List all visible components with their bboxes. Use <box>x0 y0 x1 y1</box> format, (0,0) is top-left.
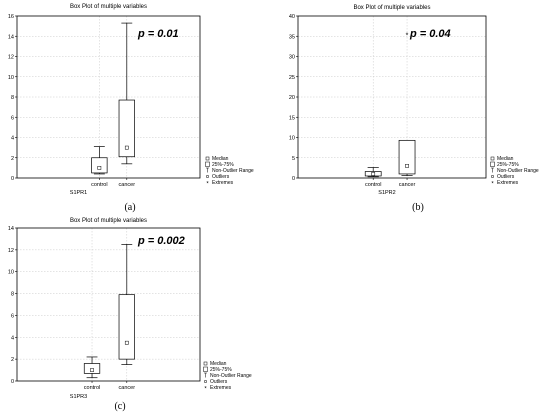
chart-panel-3: Box Plot of multiple variables 0 2 4 6 8 10 12 1… <box>8 218 252 412</box>
legend-median-label: Median <box>212 156 229 162</box>
box-iqr <box>118 99 135 158</box>
x-axis-label: S1PR1 <box>70 190 87 196</box>
median-marker <box>124 145 129 150</box>
y-tick-label: 0 <box>292 176 295 182</box>
legend-outliers-label: Outliers <box>497 174 515 180</box>
median-marker <box>124 340 129 345</box>
legend-outliers-label: Outliers <box>212 174 230 180</box>
y-tick-label: 10 <box>289 136 295 142</box>
y-tick-label: 25 <box>289 75 295 81</box>
y-tick-label: 8 <box>11 95 14 101</box>
chart-panel-1: Box Plot of multiple variables 0 2 4 6 8 10 12 1… <box>8 4 254 213</box>
y-tick-label: 14 <box>8 226 14 232</box>
legend-box-label: 25%-75% <box>212 162 234 168</box>
panel-caption: (b) <box>412 202 424 213</box>
legend-box-symbol <box>203 366 208 372</box>
x-tick-label: cancer <box>119 182 136 188</box>
median-marker <box>97 166 102 170</box>
x-axis-label: S1PR2 <box>378 190 395 196</box>
chart-title: Box Plot of multiple variables <box>70 4 147 10</box>
y-tick-label: 0 <box>11 176 14 182</box>
x-tick-label: cancer <box>399 182 416 188</box>
chart-title: Box Plot of multiple variables <box>353 5 430 11</box>
box-iqr <box>398 139 416 175</box>
legend-box-symbol <box>490 161 495 167</box>
y-tick-label: 16 <box>8 14 14 20</box>
box-iqr <box>118 294 135 360</box>
y-tick-label: 6 <box>11 115 14 121</box>
y-tick-label: 30 <box>289 55 295 61</box>
chart-panel-2: Box Plot of multiple variables 0 5 10 15 20 25… <box>289 5 539 213</box>
legend-median-symbol <box>205 156 210 161</box>
legend-extremes-label: Extremes <box>497 180 519 186</box>
box-cancer: cancer * <box>398 33 416 188</box>
y-tick-label: 15 <box>289 115 295 121</box>
y-tick-label: 2 <box>11 156 14 162</box>
legend-whisker-label: Non-Outlier Range <box>210 373 252 379</box>
box-control: control <box>84 356 101 391</box>
panel-caption: (a) <box>124 202 135 213</box>
panel-caption: (c) <box>114 401 125 412</box>
box-control: control <box>91 146 108 188</box>
y-tick-label: 40 <box>289 14 295 20</box>
legend-box-symbol <box>205 161 210 167</box>
legend-median-label: Median <box>497 156 514 162</box>
legend-median-symbol <box>490 156 495 161</box>
y-tick-label: 12 <box>8 55 14 61</box>
y-tick-label: 4 <box>11 335 14 341</box>
legend-extremes-label: Extremes <box>212 180 234 186</box>
median-marker <box>405 164 409 168</box>
extreme-point: * <box>406 33 409 40</box>
legend-outlier-symbol <box>205 174 210 179</box>
legend-extreme-symbol: * <box>206 182 209 188</box>
y-tick-label: 10 <box>8 75 14 81</box>
x-tick-label: cancer <box>119 385 136 391</box>
legend-extreme-symbol: * <box>204 387 207 393</box>
y-tick-label: 8 <box>11 292 14 298</box>
legend-whisker-label: Non-Outlier Range <box>497 168 539 174</box>
legend-whisker-label: Non-Outlier Range <box>212 168 254 174</box>
p-value-annotation: p = 0.002 <box>137 235 185 247</box>
legend-extremes-label: Extremes <box>210 385 232 391</box>
p-value-annotation: p = 0.04 <box>409 28 451 40</box>
legend-extreme-symbol: * <box>491 182 494 188</box>
y-tick-label: 6 <box>11 313 14 319</box>
legend-outlier-symbol <box>490 174 495 179</box>
legend-box-label: 25%-75% <box>210 367 232 373</box>
y-tick-label: 4 <box>11 136 14 142</box>
y-tick-label: 35 <box>289 34 295 40</box>
median-marker <box>90 368 94 372</box>
x-tick-label: control <box>91 182 108 188</box>
box-cancer: cancer <box>118 244 136 391</box>
x-axis-label: S1PR3 <box>70 394 87 400</box>
y-tick-label: 20 <box>289 95 295 101</box>
legend-box-label: 25%-75% <box>497 162 519 168</box>
y-tick-label: 12 <box>8 248 14 254</box>
legend-outlier-symbol <box>203 379 208 384</box>
x-tick-label: control <box>84 385 101 391</box>
median-marker <box>371 172 376 176</box>
y-tick-label: 10 <box>8 270 14 276</box>
box-iqr <box>91 157 108 174</box>
p-value-annotation: p = 0.01 <box>137 28 179 40</box>
y-tick-label: 5 <box>292 156 295 162</box>
y-tick-label: 14 <box>8 34 14 40</box>
legend-median-label: Median <box>210 361 227 367</box>
plot-frame <box>16 227 201 382</box>
chart-title: Box Plot of multiple variables <box>70 218 147 224</box>
box-control: control <box>364 167 382 188</box>
y-tick-label: 0 <box>11 379 14 385</box>
y-tick-label: 2 <box>11 357 14 363</box>
legend-outliers-label: Outliers <box>210 379 228 385</box>
legend-median-symbol <box>203 361 208 366</box>
box-cancer: cancer <box>118 22 136 188</box>
x-tick-label: control <box>365 182 382 188</box>
